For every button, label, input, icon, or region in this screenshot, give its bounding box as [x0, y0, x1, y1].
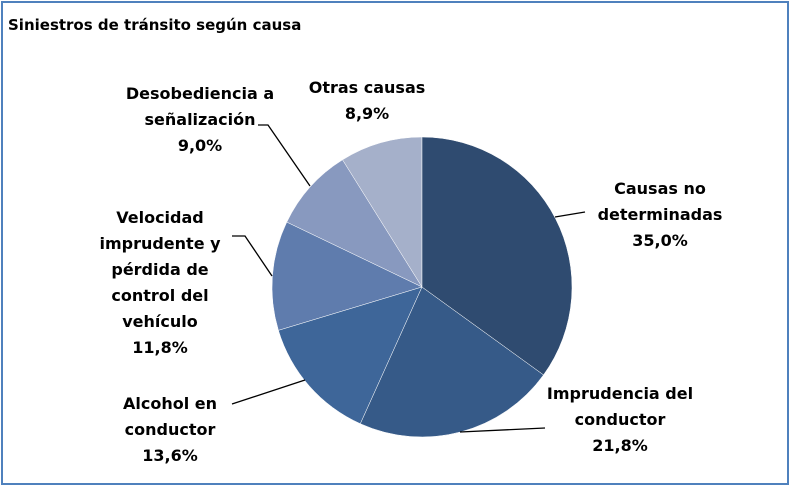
value-label: 9,0% [177, 136, 223, 155]
category-label: Otras causas [308, 78, 426, 97]
category-label: Causas no determinadas [597, 179, 723, 224]
data-label: Imprudencia del conductor 21,8% [545, 381, 695, 459]
chart-title: Siniestros de tránsito según causa [8, 16, 302, 34]
value-label: 8,9% [344, 104, 390, 123]
data-label: Otras causas 8,9% [297, 75, 437, 127]
pie-slice [278, 286, 423, 425]
pie-slice [286, 159, 423, 288]
data-label: Alcohol en conductor 13,6% [110, 391, 230, 469]
value-label: 21,8% [592, 436, 648, 455]
leader-line [459, 427, 546, 433]
leader-line [554, 211, 586, 218]
data-label: Causas no determinadas 35,0% [585, 176, 735, 254]
leader-line [232, 235, 273, 277]
data-label: Velocidad imprudente y pérdida de contro… [90, 205, 230, 361]
value-label: 13,6% [142, 446, 198, 465]
pie-slice [342, 136, 423, 288]
pie-slice [271, 221, 423, 331]
leader-lines [231, 124, 586, 433]
leader-line [231, 379, 306, 405]
category-label: Desobediencia a señalización [125, 84, 275, 129]
data-label: Desobediencia a señalización 9,0% [125, 81, 275, 159]
value-label: 35,0% [632, 231, 688, 250]
category-label: Alcohol en conductor [122, 394, 218, 439]
category-label: Imprudencia del conductor [546, 384, 694, 429]
pie-slice [421, 136, 573, 376]
leader-line [258, 124, 311, 187]
value-label: 11,8% [132, 338, 188, 357]
category-label: Velocidad imprudente y pérdida de contro… [99, 208, 221, 331]
